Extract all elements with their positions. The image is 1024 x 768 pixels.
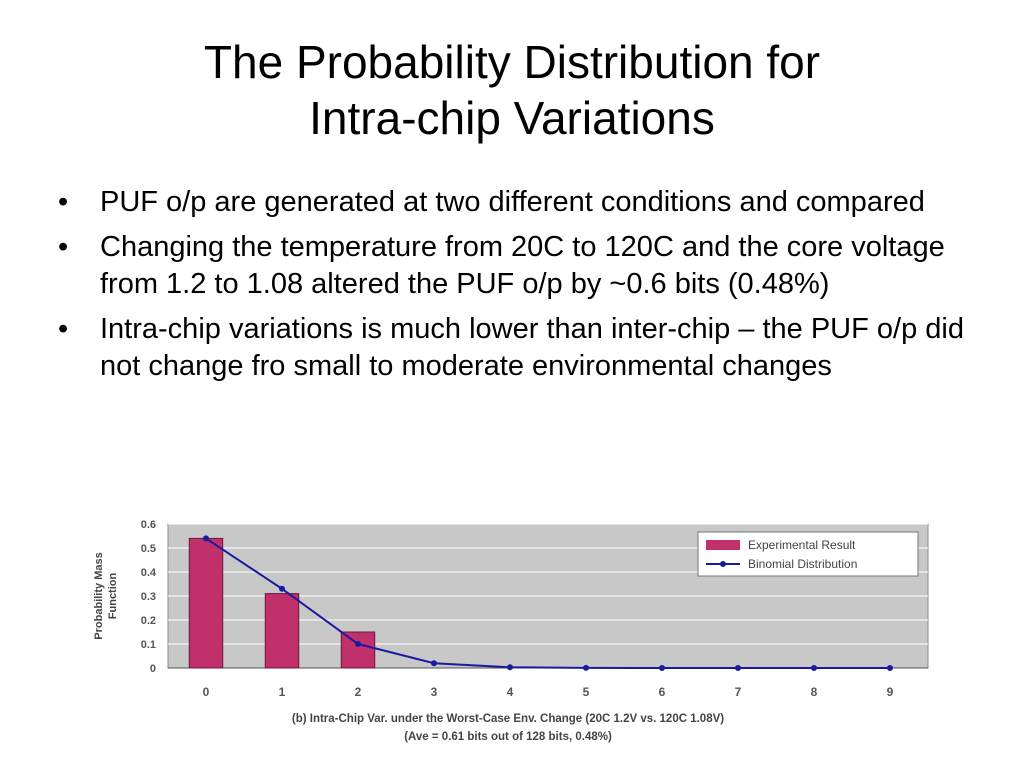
bullet-item: • Intra-chip variations is much lower th… [58, 311, 988, 385]
line-point [279, 585, 285, 592]
slide-title: The Probability Distribution for Intra-c… [0, 34, 1024, 146]
slide-title-line-1: The Probability Distribution for [203, 36, 821, 88]
series-line [205, 537, 890, 669]
bar [340, 631, 376, 669]
x-tick-label: 0 [203, 685, 210, 699]
bullet-item: • Changing the temperature from 20C to 1… [58, 229, 988, 303]
chart-caption-line-2: (Ave = 0.61 bits out of 128 bits, 0.48%) [404, 731, 612, 743]
y-axis-label: Function [107, 573, 119, 620]
slide-title-line-2: Intra-chip Variations [309, 92, 715, 144]
y-tick-label: 0.3 [141, 591, 156, 603]
legend-label: Experimental Result [748, 538, 856, 552]
x-tick-label: 2 [355, 685, 362, 699]
bullet-item: • PUF o/p are generated at two different… [58, 184, 988, 221]
bullet-dot-icon: • [58, 186, 69, 218]
bullet-dot-icon: • [58, 313, 69, 345]
y-tick-label: 0.4 [141, 567, 157, 579]
chart-container: 0 0.1 0.2 0.3 0.4 0.5 0.6 0 1 2 3 4 5 6 7 8 9 Probability… [80, 512, 940, 762]
x-tick-label: 4 [507, 685, 514, 699]
probability-chart: 0 0.1 0.2 0.3 0.4 0.5 0.6 0 1 2 3 4 5 6 7 8 9 Probability… [93, 519, 929, 743]
bullet-text: PUF o/p are generated at two different c… [100, 186, 925, 218]
x-tick-label: 7 [735, 685, 742, 699]
legend-box [697, 531, 919, 577]
x-tick-label: 6 [659, 685, 666, 699]
line-point [203, 535, 209, 542]
x-tick-label: 9 [887, 685, 894, 699]
bullet-text: Changing the temperature from 20C to 120… [100, 231, 945, 300]
x-tick-label: 5 [583, 685, 590, 699]
y-tick-label: 0.1 [141, 639, 156, 651]
x-tick-label: 8 [811, 685, 818, 699]
x-tick-label: 3 [431, 685, 438, 699]
y-tick-label: 0.5 [141, 543, 156, 555]
legend-swatch-bar [706, 540, 740, 550]
line-point [583, 664, 589, 671]
y-tick-label: 0 [150, 663, 156, 675]
x-tick-label: 1 [279, 685, 286, 699]
line-point [887, 665, 893, 671]
legend-label: Binomial Distribution [748, 557, 857, 571]
legend-swatch-marker [720, 561, 726, 567]
bar [264, 593, 300, 669]
line-point [355, 641, 361, 647]
chart-caption-line-1: (b) Intra-Chip Var. under the Worst-Case… [292, 713, 724, 725]
y-tick-label: 0.2 [141, 615, 156, 627]
bullet-dot-icon: • [58, 231, 69, 263]
line-point [431, 660, 437, 667]
line-point [811, 665, 817, 671]
line-point [507, 664, 513, 671]
bar [188, 537, 224, 669]
line-point [735, 665, 741, 671]
bullet-list: • PUF o/p are generated at two different… [58, 184, 988, 393]
y-axis-label: Probability Mass [93, 552, 105, 639]
y-tick-label: 0.6 [141, 519, 156, 531]
line-point [659, 665, 665, 671]
bullet-text: Intra-chip variations is much lower than… [100, 313, 964, 382]
